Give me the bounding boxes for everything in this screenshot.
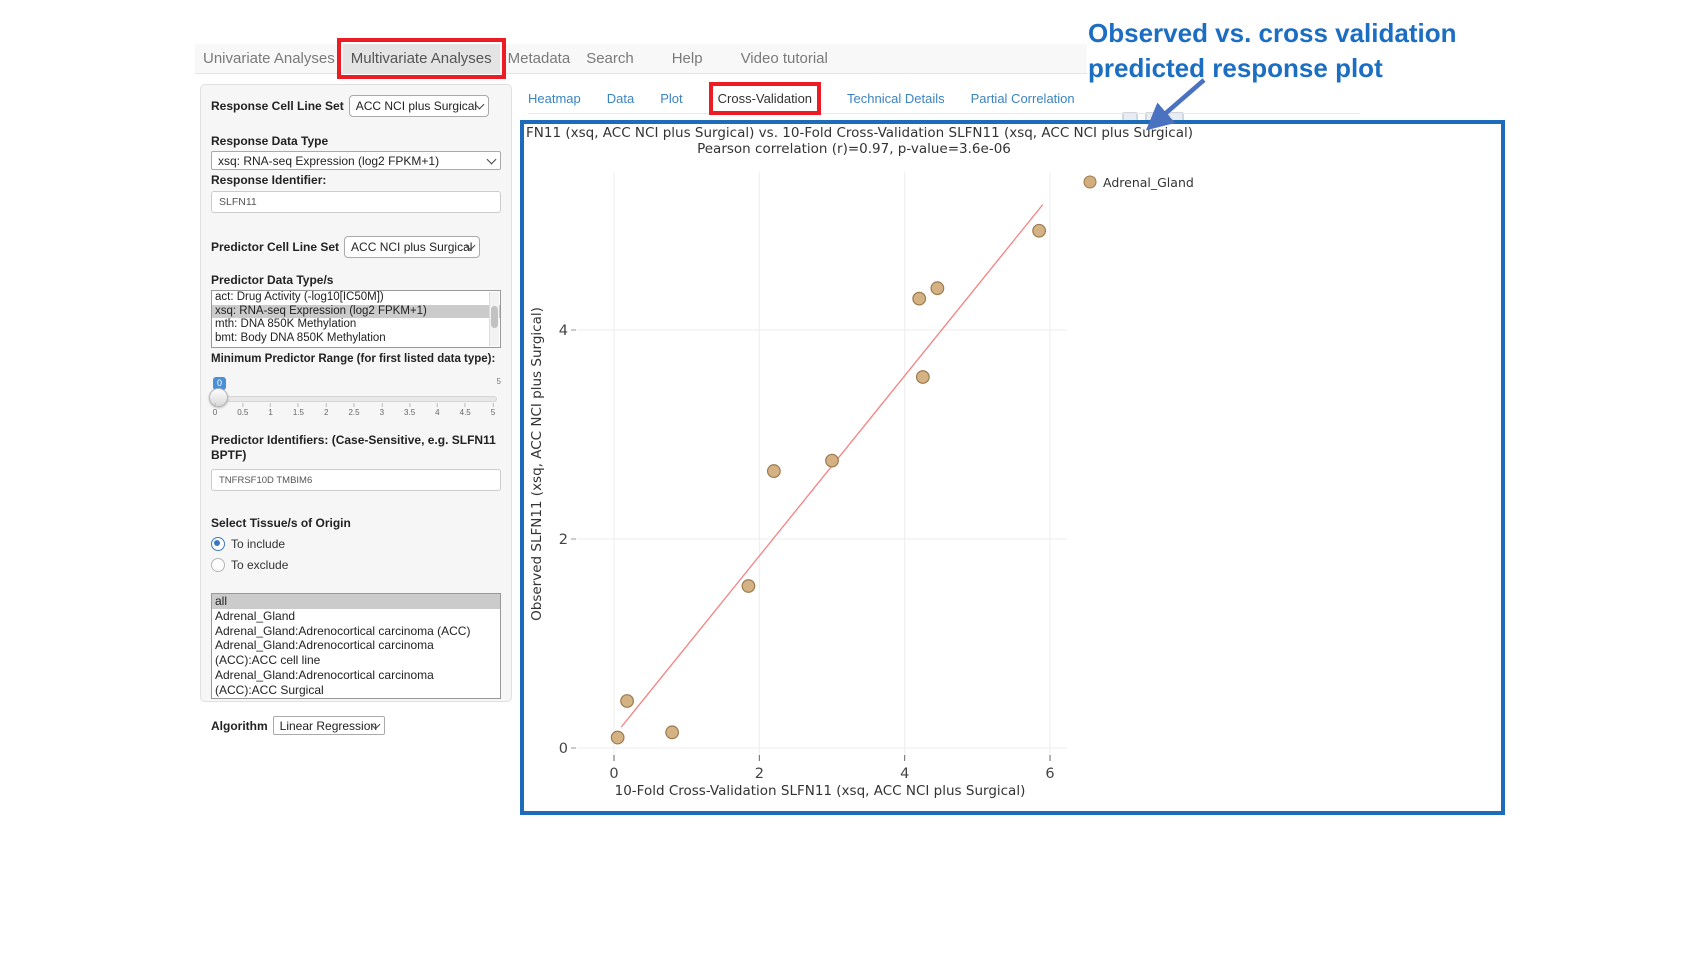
annotation-line1: Observed vs. cross validation: [1088, 18, 1457, 48]
tissue-option[interactable]: Adrenal_Gland: [215, 608, 296, 623]
slider-max-label: 5: [496, 377, 501, 386]
predictor-cell-line-set-label: Predictor Cell Line Set: [211, 240, 340, 254]
slider-tick-0: 0: [213, 403, 217, 417]
y-tick-label: 0: [559, 741, 568, 757]
slider-track[interactable]: [211, 396, 497, 402]
data-point[interactable]: [665, 725, 680, 740]
y-tick-label: 2: [559, 532, 568, 548]
slider-handle[interactable]: [209, 388, 228, 407]
x-tick-label: 0: [609, 766, 618, 782]
legend-marker-icon: [1083, 175, 1097, 189]
data-point[interactable]: [610, 730, 625, 745]
slider-tick-2: 2: [324, 403, 328, 417]
data-point[interactable]: [915, 370, 930, 384]
slider-tick-1.5: 1.5: [293, 403, 304, 417]
x-tick-label: 6: [1045, 766, 1054, 782]
x-tick-label: 4: [900, 766, 909, 782]
radio-button-icon[interactable]: [211, 558, 225, 572]
tab-technical-details[interactable]: Technical Details: [847, 91, 945, 106]
slider-tick-4.5: 4.5: [460, 403, 471, 417]
data-point[interactable]: [930, 281, 945, 296]
data-point[interactable]: [912, 291, 927, 306]
response-identifier-label: Response Identifier:: [211, 173, 327, 187]
annotation-line2: predicted response plot: [1088, 53, 1383, 83]
tissue-radio-group: To include To exclude: [211, 537, 501, 572]
tissue-option[interactable]: all: [212, 594, 500, 609]
response-cell-line-set-label: Response Cell Line Set: [211, 99, 344, 113]
predictor-data-types-label: Predictor Data Type/s: [211, 273, 334, 287]
response-data-type-select[interactable]: xsq: RNA-seq Expression (log2 FPKM+1): [211, 151, 501, 170]
slider-tick-4: 4: [435, 403, 440, 417]
data-point[interactable]: [741, 579, 756, 593]
legend-label: Adrenal_Gland: [1103, 175, 1194, 190]
controls-sidebar: Response Cell Line Set ACC NCI plus Surg…: [200, 84, 512, 735]
x-axis-title: 10-Fold Cross-Validation SLFN11 (xsq, AC…: [615, 783, 1026, 799]
slider-tick-0.5: 0.5: [237, 403, 248, 417]
slider-tick-2.5: 2.5: [348, 403, 360, 417]
response-identifier-input[interactable]: SLFN11: [211, 191, 501, 213]
nav-item-metadata[interactable]: Metadata: [507, 50, 571, 67]
legend[interactable]: Adrenal_Gland: [1083, 175, 1194, 190]
chevron-down-icon: [486, 154, 497, 165]
chart-subtitle: Pearson correlation (r)=0.97, p-value=3.…: [697, 141, 1011, 157]
data-point[interactable]: [1032, 223, 1047, 238]
chart-title: FN11 (xsq, ACC NCI plus Surgical) vs. 10…: [526, 125, 1193, 141]
cross-validation-plot-panel: 0 2 4 6 0 2 4 FN11 (xsq, ACC NCI plus Surgical)…: [520, 120, 1505, 815]
radio-label: To include: [231, 537, 286, 551]
data-point[interactable]: [766, 464, 781, 478]
top-navbar: Univariate Analyses Multivariate Analyses…: [195, 38, 1087, 79]
nav-item-help[interactable]: Help: [671, 50, 703, 67]
response-cell-line-set-select[interactable]: ACC NCI plus Surgical: [348, 95, 489, 117]
radio-button-icon[interactable]: [211, 537, 225, 551]
slider-tick-1: 1: [268, 403, 273, 417]
predictor-data-types-listbox[interactable]: act: Drug Activity (-log10[IC50M]) xsq: R…: [211, 290, 501, 348]
algorithm-label: Algorithm: [211, 718, 268, 733]
annotation-text: Observed vs. cross validation predicted …: [1088, 16, 1528, 86]
slider-ticks: 0 0.5 1 1.5 2 2.5 3 3.5 4 4.5 5: [213, 403, 495, 421]
scatter-plot[interactable]: 0 2 4 6 0 2 4 FN11 (xsq, ACC NCI plus Surgical)…: [524, 124, 1501, 811]
predictor-identifiers-label: Predictor Identifiers: (Case-Sensitive, …: [211, 433, 496, 462]
tissue-option[interactable]: Adrenal_Gland:Adrenocortical carcinoma (…: [215, 638, 434, 668]
slider-tick-3: 3: [380, 403, 384, 417]
min-predictor-range-slider[interactable]: 0 5 0 0.5 1 1.5 2 2.5 3 3.5 4 4.5 5: [209, 377, 501, 423]
nav-item-video-tutorial[interactable]: Video tutorial: [740, 50, 828, 67]
tissue-option[interactable]: Adrenal_Gland:Adrenocortical carcinoma (…: [215, 667, 434, 697]
nav-item-multivariate-analyses[interactable]: Multivariate Analyses: [336, 38, 506, 79]
predictor-data-type-option[interactable]: bmt: Body DNA 850K Methylation: [215, 332, 386, 345]
data-point[interactable]: [825, 453, 839, 468]
predictor-data-type-option[interactable]: act: Drug Activity (-log10[IC50M]): [215, 291, 384, 303]
response-data-type-label: Response Data Type: [211, 134, 329, 148]
predictor-identifiers-input[interactable]: TNFRSF10D TMBIM6: [211, 469, 501, 491]
tissue-listbox[interactable]: all Adrenal_Gland Adrenal_Gland:Adrenocort…: [211, 593, 501, 699]
tissue-origin-label: Select Tissue/s of Origin: [211, 516, 351, 530]
predictor-data-type-option[interactable]: mth: DNA 850K Methylation: [215, 318, 357, 331]
nav-item-search[interactable]: Search: [586, 50, 634, 67]
y-tick-label: 4: [559, 323, 568, 339]
slider-value-bubble: 0: [213, 377, 227, 390]
data-point[interactable]: [620, 694, 634, 708]
algorithm-select[interactable]: Linear Regression: [272, 716, 385, 735]
result-tabs: Heatmap Data Plot Cross-Validation Technical…: [528, 82, 1360, 115]
slider-tick-3.5: 3.5: [404, 403, 415, 417]
tab-heatmap[interactable]: Heatmap: [528, 91, 581, 106]
tab-partial-correlation[interactable]: Partial Correlation: [970, 91, 1075, 106]
annotation-arrow: [1145, 78, 1206, 131]
y-axis-title: Observed SLFN11 (xsq, ACC NCI plus Surgi…: [529, 307, 545, 621]
predictor-cell-line-set-select[interactable]: ACC NCI plus Surgical: [344, 236, 481, 258]
x-tick-label: 2: [755, 766, 764, 782]
min-predictor-range-label: Minimum Predictor Range (for first liste…: [211, 353, 496, 365]
tissue-option[interactable]: Adrenal_Gland:Adrenocortical carcinoma (…: [215, 623, 471, 638]
tab-plot[interactable]: Plot: [660, 91, 683, 106]
tab-cross-validation[interactable]: Cross-Validation: [708, 82, 822, 115]
slider-tick-5: 5: [491, 403, 495, 417]
predictor-data-type-option[interactable]: xsq: RNA-seq Expression (log2 FPKM+1): [212, 304, 500, 319]
radio-to-exclude[interactable]: To exclude: [211, 558, 501, 572]
radio-to-include[interactable]: To include: [211, 537, 501, 551]
radio-label: To exclude: [231, 558, 289, 572]
tab-data[interactable]: Data: [606, 91, 635, 106]
scrollbar[interactable]: [489, 292, 499, 346]
nav-item-univariate-analyses[interactable]: Univariate Analyses: [203, 50, 335, 67]
